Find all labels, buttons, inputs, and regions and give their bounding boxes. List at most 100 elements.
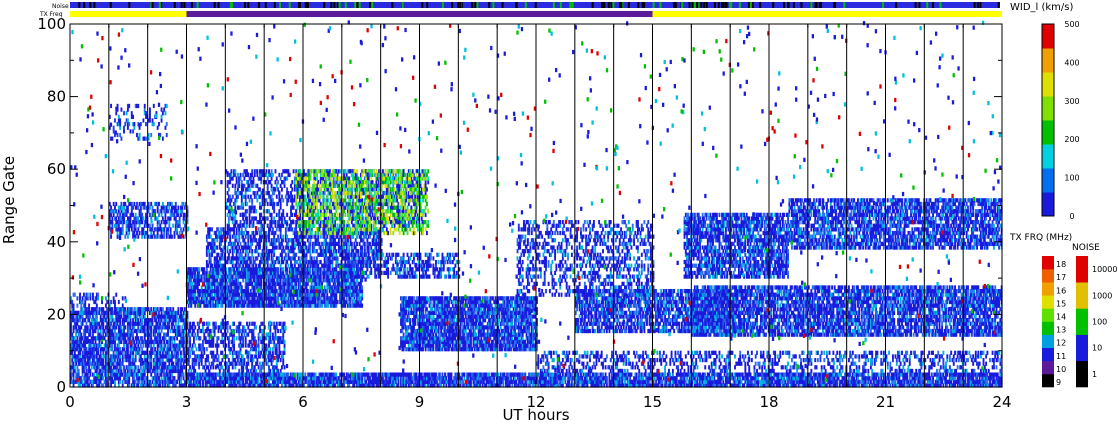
scatter-cell: [251, 252, 254, 257]
scatter-cell: [104, 350, 107, 355]
scatter-cell: [261, 252, 264, 257]
scatter-cell: [141, 336, 144, 341]
scatter-cell: [129, 325, 132, 330]
scatter-cell: [163, 368, 166, 374]
noise-bar-tick: [338, 2, 341, 8]
scatter-cell: [130, 223, 133, 228]
status-bars: Noise TX Freq: [39, 2, 1002, 18]
scatter-cell: [204, 296, 207, 301]
scatter-cell: [121, 227, 124, 232]
scatter-cell: [102, 325, 105, 330]
scatter-cell: [252, 223, 255, 228]
scatter-cell: [132, 234, 135, 239]
scatter-cell: [221, 274, 224, 279]
scatter-cell: [181, 314, 184, 319]
scatter-cell: [222, 263, 225, 268]
scatter-cell: [277, 223, 280, 228]
scatter-cell: [319, 299, 322, 305]
scatter-cell: [151, 118, 154, 123]
scatter-cell: [139, 307, 142, 312]
scatter-cell: [81, 365, 84, 370]
scatter-cell: [295, 238, 298, 243]
scatter-cell: [251, 296, 254, 301]
scatter-cell: [313, 278, 316, 283]
scatter-cell: [85, 368, 88, 374]
scatter-cell: [194, 270, 197, 276]
scatter-cell: [163, 325, 166, 330]
scatter-cell: [77, 383, 80, 388]
scatter-cell: [310, 285, 313, 290]
scatter-cell: [80, 299, 83, 305]
scatter-cell: [130, 332, 133, 337]
scatter-cell: [322, 274, 325, 279]
scatter-cell: [142, 227, 145, 232]
scatter-cell: [116, 354, 119, 359]
scatter-cell: [181, 343, 184, 348]
scatter-cell: [244, 187, 247, 192]
scatter-cell: [103, 354, 106, 359]
scatter-cell: [374, 230, 377, 236]
scatter-cell: [352, 278, 355, 283]
scatter-cell: [352, 249, 355, 254]
scatter-cell: [308, 220, 311, 225]
scatter-cell: [160, 361, 163, 366]
scatter-cell: [257, 281, 260, 286]
scatter-cell: [133, 365, 136, 370]
scatter-cell: [345, 252, 348, 257]
scatter-cell: [277, 238, 280, 243]
scatter-cell: [191, 267, 194, 272]
scatter-cell: [98, 321, 101, 326]
scatter-cell: [167, 201, 169, 207]
scatter-cell: [145, 216, 147, 221]
scatter-cell: [332, 303, 335, 308]
scatter-cell: [286, 299, 289, 305]
scatter-cell: [163, 354, 166, 359]
scatter-cell: [132, 325, 135, 330]
scatter-cell: [176, 354, 179, 359]
scatter-cell: [304, 256, 307, 261]
scatter-cell: [93, 357, 96, 363]
scatter-cell: [239, 241, 242, 247]
scatter-cell: [172, 347, 175, 352]
scatter-cell: [336, 201, 339, 207]
scatter-cell: [233, 227, 235, 232]
scatter-cell: [239, 172, 242, 178]
scatter-cell: [177, 372, 180, 377]
scatter-cell: [275, 270, 278, 276]
scatter-cell: [110, 368, 113, 374]
scatter-cell: [222, 230, 225, 236]
scatter-cell: [208, 241, 211, 247]
scatter-cell: [176, 328, 179, 334]
scatter-cell: [268, 285, 270, 290]
scatter-cell: [115, 321, 118, 326]
scatter-cell: [123, 125, 125, 130]
scatter-cell: [283, 256, 286, 261]
scatter-cell: [99, 357, 102, 363]
scatter-cell: [117, 332, 120, 337]
scatter-cell: [165, 365, 168, 370]
scatter-cell: [299, 227, 302, 232]
scatter-cell: [110, 220, 113, 225]
scatter-cell: [225, 285, 228, 290]
scatter-cell: [85, 307, 88, 312]
scatter-cell: [265, 267, 268, 272]
scatter-cell: [279, 198, 282, 203]
scatter-cell: [168, 325, 171, 330]
scatter-cell: [330, 238, 333, 243]
scatter-cell: [158, 350, 160, 355]
scatter-cell: [297, 245, 300, 250]
scatter-cell: [230, 278, 233, 283]
scatter-cell: [93, 365, 96, 370]
scatter-cell: [312, 259, 314, 265]
scatter-cell: [242, 270, 245, 276]
scatter-cell: [268, 234, 270, 239]
scatter-cell: [279, 176, 282, 181]
scatter-cell: [178, 220, 181, 225]
scatter-cell: [359, 303, 362, 308]
scatter-cell: [126, 223, 129, 228]
scatter-cell: [209, 285, 212, 290]
scatter-cell: [176, 361, 179, 366]
scatter-cell: [142, 216, 145, 221]
scatter-cell: [156, 307, 159, 312]
scatter-cell: [240, 274, 243, 279]
